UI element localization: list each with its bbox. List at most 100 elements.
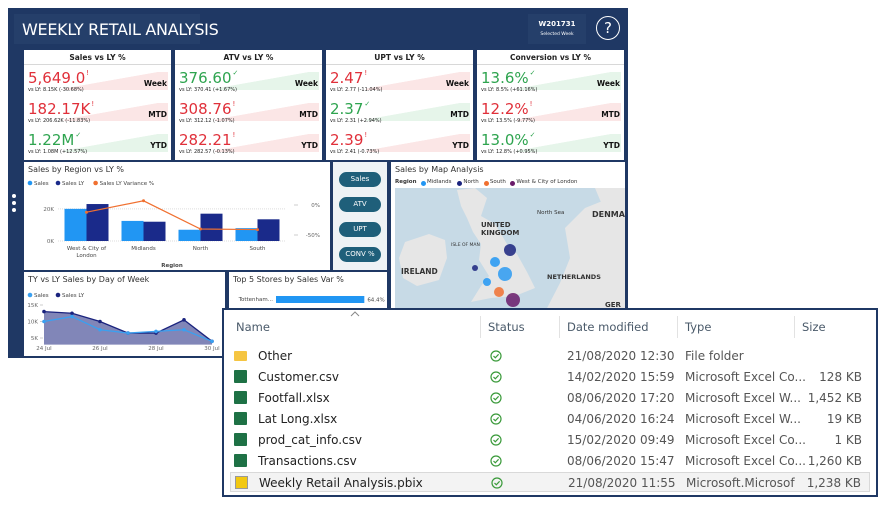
kpi-divider bbox=[24, 64, 171, 65]
point bbox=[70, 311, 74, 316]
file-date: 04/06/2020 16:24 bbox=[567, 412, 675, 426]
status-icon bbox=[490, 434, 502, 446]
column-header[interactable]: Date modified bbox=[567, 320, 649, 334]
point bbox=[182, 318, 186, 322]
map-bubble bbox=[504, 244, 516, 256]
file-icon bbox=[234, 412, 247, 425]
kpi-value: 12.2%! bbox=[481, 100, 533, 118]
point bbox=[70, 314, 74, 319]
kpi-period: MTD bbox=[601, 110, 620, 119]
file-name: Transactions.csv bbox=[258, 454, 357, 468]
y-tick-label: 15K bbox=[27, 303, 38, 309]
legend-dot bbox=[421, 181, 426, 186]
kpi-compare: vs LY: 312.12 (-1.07%) bbox=[179, 118, 235, 124]
nav-dot bbox=[12, 194, 16, 198]
chart-title: TY vs LY Sales by Day of Week bbox=[28, 275, 150, 284]
x-tick-label: Midlands bbox=[131, 246, 156, 252]
file-row[interactable]: Customer.csv 14/02/2020 15:59 Microsoft Ex… bbox=[230, 367, 870, 387]
kpi-spark bbox=[64, 72, 168, 90]
kpi-period: Week bbox=[596, 79, 620, 88]
x-tick-label: South bbox=[249, 246, 266, 252]
kpi-compare: vs LY: 206.62K (-11.83%) bbox=[28, 118, 91, 124]
file-row[interactable]: Footfall.xlsx 08/06/2020 17:20 Microsoft E… bbox=[230, 388, 870, 408]
file-date: 14/02/2020 15:59 bbox=[567, 370, 675, 384]
file-type: File folder bbox=[685, 349, 744, 363]
column-header[interactable]: Size bbox=[802, 320, 826, 334]
status-icon bbox=[490, 455, 502, 467]
file-type: Microsoft Excel W... bbox=[685, 391, 801, 405]
kpi-value: 13.0%✓ bbox=[481, 131, 536, 149]
file-type: Microsoft Excel Co... bbox=[685, 454, 806, 468]
kpi-value: 5,649.0! bbox=[28, 69, 90, 87]
file-explorer: Name Status Date modified Type Size Other 21/0… bbox=[222, 308, 878, 497]
map-bubble bbox=[506, 293, 520, 307]
x-tick-label: 28 Jul bbox=[148, 346, 164, 352]
legend-label: Sales LY bbox=[62, 293, 85, 299]
nav-button[interactable]: Sales bbox=[339, 172, 381, 187]
nav-button[interactable]: UPT bbox=[339, 222, 381, 237]
title-band bbox=[14, 14, 200, 44]
point bbox=[154, 329, 158, 334]
nav-dot bbox=[12, 208, 16, 212]
nav-button[interactable]: CONV % bbox=[339, 247, 381, 262]
map bbox=[395, 188, 625, 312]
column-divider bbox=[677, 316, 678, 338]
kpi-spark bbox=[366, 72, 470, 90]
region-chart-panel: Sales Sales LY Sales LY Variance % 20K 0K 0% -… bbox=[24, 162, 330, 270]
map-bubble bbox=[483, 278, 491, 286]
dashboard-title: WEEKLY RETAIL ANALYSIS bbox=[22, 20, 219, 39]
nav-button[interactable]: ATV bbox=[339, 197, 381, 212]
kpi-period: YTD bbox=[452, 141, 469, 150]
file-row[interactable]: Transactions.csv 08/06/2020 15:47 Microsof… bbox=[230, 451, 870, 471]
kpi-spark bbox=[517, 72, 621, 90]
file-type: Microsoft.Microsof bbox=[686, 476, 795, 490]
kpi-spark bbox=[517, 103, 621, 121]
file-name: Lat Long.xlsx bbox=[258, 412, 338, 426]
kpi-card: Sales vs LY % 5,649.0! vs LY: 8.15K (-30.6… bbox=[24, 50, 171, 160]
kpi-card: ATV vs LY % 376.60✓ vs LY: 370.41 (+1.67%)… bbox=[175, 50, 322, 160]
kpi-title: ATV vs LY % bbox=[223, 53, 274, 62]
variance-point bbox=[142, 199, 145, 203]
file-row[interactable]: prod_cat_info.csv 15/02/2020 09:49 Microso… bbox=[230, 430, 870, 450]
file-row[interactable]: Lat Long.xlsx 04/06/2020 16:24 Microsoft E… bbox=[230, 409, 870, 429]
y-tick-label: Tottenham... bbox=[238, 297, 274, 303]
x-axis-title: Region bbox=[161, 263, 183, 269]
point bbox=[42, 309, 46, 314]
chart-title: Top 5 Stores by Sales Var % bbox=[233, 275, 344, 284]
kpi-value: 2.39! bbox=[330, 131, 368, 149]
file-row[interactable]: Other 21/08/2020 12:30 File folder bbox=[230, 346, 870, 366]
bar bbox=[178, 229, 201, 241]
denmark bbox=[595, 188, 625, 218]
file-type: Microsoft Excel Co... bbox=[685, 370, 806, 384]
week-box[interactable] bbox=[528, 14, 586, 44]
legend-dot bbox=[483, 181, 489, 186]
legend-label: South bbox=[489, 179, 506, 185]
legend-label: West & City of London bbox=[516, 179, 578, 185]
file-size: 19 KB bbox=[826, 412, 862, 426]
bar bbox=[64, 208, 87, 241]
kpi-title: UPT vs LY % bbox=[374, 53, 425, 62]
map-bubble bbox=[498, 267, 512, 281]
column-header[interactable]: Name bbox=[236, 320, 270, 334]
column-header[interactable]: Type bbox=[685, 320, 712, 334]
kpi-compare: vs LY: 1.08M (+12.57%) bbox=[28, 149, 88, 155]
legend-dot bbox=[55, 292, 61, 298]
kpi-spark bbox=[517, 134, 621, 152]
file-row[interactable]: Weekly Retail Analysis.pbix 21/08/2020 11… bbox=[230, 472, 870, 492]
status-icon bbox=[490, 392, 502, 404]
map-title: Sales by Map Analysis bbox=[395, 165, 484, 174]
map-legend-title: Region bbox=[395, 179, 417, 185]
help-button[interactable]: ? bbox=[596, 16, 620, 40]
day-chart-panel: Sales Sales LY 15K 10K 5K 24 Jul 26 Jul 28 Jul 3… bbox=[24, 272, 225, 356]
kpi-period: Week bbox=[445, 79, 469, 88]
file-size: 1,452 KB bbox=[807, 391, 862, 405]
map-label: UNITED KINGDOM bbox=[481, 221, 520, 237]
kpi-period: YTD bbox=[301, 141, 318, 150]
kpi-compare: vs LY: 370.41 (+1.67%) bbox=[179, 87, 237, 93]
legend-label: Sales LY bbox=[62, 181, 85, 187]
legend-label: Sales LY Variance % bbox=[100, 181, 155, 187]
kpi-compare: vs LY: 8.5% (+61.16%) bbox=[481, 87, 538, 93]
column-divider bbox=[480, 316, 481, 338]
file-name: Other bbox=[258, 349, 293, 363]
column-header[interactable]: Status bbox=[488, 320, 525, 334]
